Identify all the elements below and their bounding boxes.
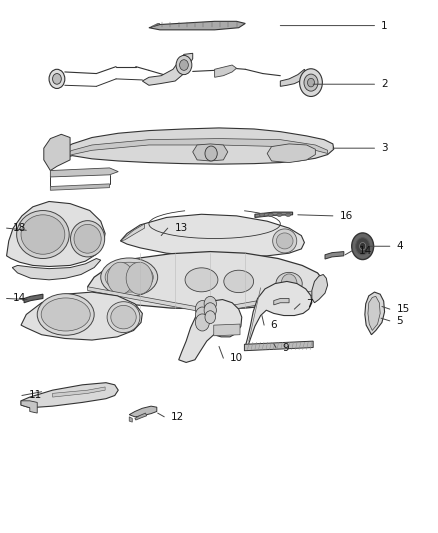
Circle shape xyxy=(352,233,374,260)
Circle shape xyxy=(195,301,209,318)
Text: 4: 4 xyxy=(396,241,403,251)
Polygon shape xyxy=(57,139,328,160)
Polygon shape xyxy=(88,287,324,313)
Ellipse shape xyxy=(21,215,65,254)
Polygon shape xyxy=(129,406,157,417)
Ellipse shape xyxy=(111,305,136,329)
Ellipse shape xyxy=(259,213,265,216)
Polygon shape xyxy=(21,383,118,408)
Circle shape xyxy=(195,307,209,324)
Polygon shape xyxy=(50,128,334,164)
Text: 18: 18 xyxy=(13,223,26,233)
Polygon shape xyxy=(274,298,289,305)
Ellipse shape xyxy=(276,233,293,249)
Polygon shape xyxy=(135,413,147,420)
Ellipse shape xyxy=(105,262,153,292)
Circle shape xyxy=(360,243,366,250)
Text: 12: 12 xyxy=(171,412,184,422)
Text: 2: 2 xyxy=(381,79,388,89)
Text: 6: 6 xyxy=(271,320,277,330)
Ellipse shape xyxy=(268,213,273,216)
Polygon shape xyxy=(44,134,70,171)
Polygon shape xyxy=(244,341,313,351)
Polygon shape xyxy=(267,144,315,163)
Circle shape xyxy=(126,262,152,294)
Polygon shape xyxy=(215,65,237,77)
Ellipse shape xyxy=(74,224,101,253)
Ellipse shape xyxy=(272,229,297,253)
Polygon shape xyxy=(151,23,160,27)
Ellipse shape xyxy=(107,302,140,333)
Ellipse shape xyxy=(71,221,105,257)
Polygon shape xyxy=(245,281,312,348)
Text: 1: 1 xyxy=(381,21,388,30)
Polygon shape xyxy=(149,21,245,30)
Text: 11: 11 xyxy=(28,391,42,400)
Ellipse shape xyxy=(185,268,218,292)
Polygon shape xyxy=(368,296,380,330)
Text: 14: 14 xyxy=(13,294,26,303)
Circle shape xyxy=(176,55,192,75)
Text: 13: 13 xyxy=(174,223,187,233)
Polygon shape xyxy=(129,417,132,422)
Polygon shape xyxy=(255,212,293,217)
Polygon shape xyxy=(179,300,242,362)
Polygon shape xyxy=(142,53,193,85)
Polygon shape xyxy=(214,324,240,336)
Text: 5: 5 xyxy=(396,316,403,326)
Circle shape xyxy=(53,74,61,84)
Text: 16: 16 xyxy=(339,211,353,221)
Polygon shape xyxy=(24,294,43,303)
Ellipse shape xyxy=(37,294,94,335)
Text: 15: 15 xyxy=(396,304,410,314)
Polygon shape xyxy=(88,252,324,309)
Ellipse shape xyxy=(224,270,254,293)
Ellipse shape xyxy=(101,258,158,296)
Circle shape xyxy=(195,314,209,331)
Circle shape xyxy=(281,274,297,293)
Polygon shape xyxy=(21,401,37,413)
Polygon shape xyxy=(120,214,304,257)
Polygon shape xyxy=(53,387,105,397)
Circle shape xyxy=(180,60,188,70)
Text: 14: 14 xyxy=(359,246,372,255)
Ellipse shape xyxy=(277,213,282,216)
Polygon shape xyxy=(12,259,101,280)
Text: 7: 7 xyxy=(307,299,313,309)
Circle shape xyxy=(204,303,216,318)
Polygon shape xyxy=(193,144,228,161)
Circle shape xyxy=(307,78,314,87)
Text: 9: 9 xyxy=(283,343,289,352)
Circle shape xyxy=(205,311,215,324)
Text: 10: 10 xyxy=(230,353,243,363)
Circle shape xyxy=(49,69,65,88)
Ellipse shape xyxy=(286,213,291,216)
Circle shape xyxy=(205,146,217,161)
Circle shape xyxy=(107,262,134,294)
Ellipse shape xyxy=(17,211,69,259)
Polygon shape xyxy=(312,274,328,303)
Polygon shape xyxy=(120,224,145,241)
Ellipse shape xyxy=(41,298,90,331)
Polygon shape xyxy=(7,201,105,266)
Polygon shape xyxy=(280,69,307,86)
Circle shape xyxy=(356,238,370,255)
Polygon shape xyxy=(21,292,142,340)
Polygon shape xyxy=(50,184,110,190)
Circle shape xyxy=(304,74,318,91)
Polygon shape xyxy=(365,292,385,335)
Polygon shape xyxy=(325,252,344,259)
Polygon shape xyxy=(50,168,118,177)
Circle shape xyxy=(300,69,322,96)
Ellipse shape xyxy=(276,272,302,295)
Text: 3: 3 xyxy=(381,143,388,153)
Circle shape xyxy=(204,296,216,311)
